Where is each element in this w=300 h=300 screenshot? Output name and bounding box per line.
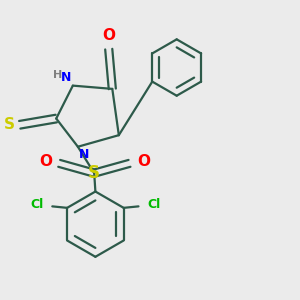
Text: O: O xyxy=(137,154,150,169)
Text: O: O xyxy=(102,28,115,43)
Text: O: O xyxy=(39,154,52,169)
Text: Cl: Cl xyxy=(147,198,161,212)
Text: H: H xyxy=(53,70,62,80)
Text: S: S xyxy=(88,164,100,182)
Text: N: N xyxy=(80,148,90,161)
Text: S: S xyxy=(3,117,14,132)
Text: N: N xyxy=(61,71,71,84)
Text: Cl: Cl xyxy=(30,198,43,212)
